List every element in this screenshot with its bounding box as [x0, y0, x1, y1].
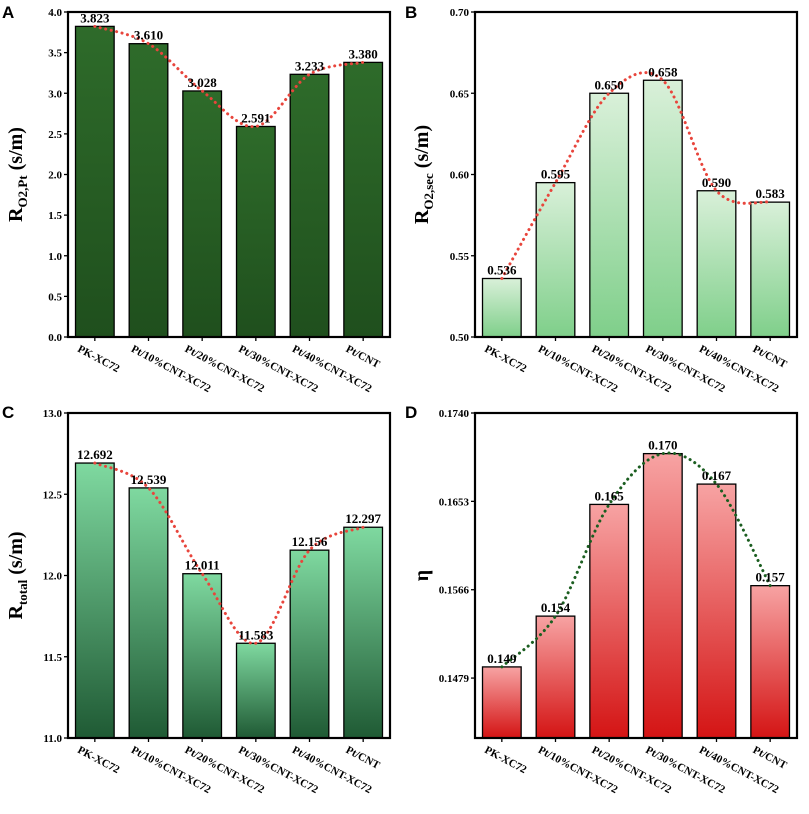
- bar: [182, 573, 223, 739]
- y-tick-label: 12.5: [43, 489, 63, 501]
- panel-letter: B: [405, 3, 417, 22]
- y-tick-label: 11.0: [43, 733, 62, 745]
- data-label: 0.170: [648, 438, 677, 453]
- y-axis-label: RO2,Pt (s/m): [5, 127, 30, 222]
- y-tick-label: 4.0: [48, 7, 62, 19]
- data-label: 0.154: [541, 600, 571, 615]
- data-label: 0.165: [595, 488, 625, 503]
- y-axis-label: RO2,sec (s/m): [411, 125, 436, 224]
- data-label: 12.297: [345, 511, 381, 526]
- data-label: 11.583: [238, 627, 274, 642]
- panel-letter: C: [2, 403, 14, 422]
- y-tick-label: 0.5: [48, 291, 62, 303]
- data-label: 0.536: [487, 263, 517, 278]
- y-tick-label: 3.5: [48, 48, 62, 60]
- bar: [74, 25, 115, 338]
- panel-a: A 3.823 3.610 3.028 2.591 3.233 3.380 0.0 0.5 1.0…: [2, 3, 392, 395]
- x-tick-label: PK-XC72: [75, 744, 122, 776]
- data-label: 12.539: [131, 472, 167, 487]
- y-tick-label: 0.55: [450, 251, 470, 263]
- y-axis-label: Rtotal (s/m): [5, 531, 30, 619]
- plot-frame: [66, 411, 392, 740]
- bar: [642, 452, 683, 739]
- data-label: 3.823: [80, 10, 110, 25]
- y-tick-label: 1.5: [48, 210, 62, 222]
- bar: [128, 43, 169, 338]
- y-tick-label: 2.0: [48, 170, 62, 182]
- bar: [535, 181, 576, 338]
- y-tick-label: 3.0: [48, 88, 62, 100]
- y-tick-label: 0.70: [450, 7, 470, 19]
- y-tick-label: 0.50: [450, 332, 470, 344]
- x-tick-label: Pt/CNT: [344, 744, 383, 772]
- bar: [128, 487, 169, 739]
- x-tick-label: PK-XC72: [482, 744, 529, 776]
- plot-frame: [66, 10, 392, 339]
- y-tick-label: 0.65: [450, 88, 470, 100]
- panel-c: C 12.692 12.539 12.011 11.583 12.156 12.297 11.…: [2, 403, 392, 796]
- y-axis-label: η: [411, 570, 433, 581]
- y-tick-label: 0.60: [450, 170, 470, 182]
- plot-frame: [473, 10, 799, 339]
- data-label: 0.590: [702, 175, 731, 190]
- trend-line: [93, 24, 365, 128]
- panel-b: B 0.536 0.595 0.650 0.658 0.590 0.583 0.50 0.55 0…: [405, 3, 799, 395]
- x-tick-label: Pt/CNT: [344, 343, 383, 371]
- data-label: 0.157: [756, 570, 786, 585]
- data-label: 12.011: [185, 558, 220, 573]
- data-label: 0.583: [756, 186, 786, 201]
- bar: [343, 61, 384, 338]
- y-tick-label: 0.1653: [439, 496, 470, 508]
- x-tick-label: PK-XC72: [482, 343, 529, 375]
- y-tick-label: 11.5: [43, 652, 62, 664]
- bar: [589, 503, 630, 739]
- bar: [642, 79, 683, 338]
- trend-line: [93, 461, 365, 645]
- y-tick-label: 0.0: [48, 332, 62, 344]
- data-label: 0.650: [595, 77, 624, 92]
- data-label: 0.149: [487, 651, 517, 666]
- y-tick-label: 0.1740: [439, 408, 470, 420]
- bar: [589, 92, 630, 338]
- data-label: 3.380: [349, 46, 378, 61]
- bar: [289, 73, 330, 338]
- bar: [696, 190, 737, 338]
- y-tick-label: 12.0: [43, 571, 63, 583]
- bar: [696, 483, 737, 739]
- bar: [750, 201, 791, 338]
- y-tick-label: 13.0: [43, 408, 63, 420]
- trend-line: [500, 451, 772, 669]
- x-tick-label: PK-XC72: [75, 343, 122, 375]
- data-label: 12.692: [77, 447, 113, 462]
- plot-frame: [473, 411, 799, 740]
- bar: [235, 125, 276, 338]
- bar: [235, 642, 276, 739]
- y-tick-label: 0.1566: [439, 585, 470, 597]
- data-label: 0.167: [702, 468, 732, 483]
- bar: [182, 90, 223, 338]
- panel-letter: A: [2, 3, 14, 22]
- panel-letter: D: [405, 403, 417, 422]
- data-label: 3.610: [134, 28, 163, 43]
- x-tick-label: Pt/CNT: [751, 744, 790, 772]
- data-label: 0.658: [648, 64, 678, 79]
- bar: [343, 526, 384, 739]
- panel-d: D 0.149 0.154 0.165 0.170 0.167 0.157 0.1479 0.1…: [405, 403, 799, 796]
- bar: [74, 462, 115, 739]
- bar: [289, 549, 330, 739]
- data-label: 2.591: [241, 110, 270, 125]
- bar: [481, 277, 522, 338]
- y-tick-label: 1.0: [48, 251, 62, 263]
- data-label: 0.595: [541, 167, 571, 182]
- bar: [750, 585, 791, 739]
- bar: [481, 666, 522, 739]
- data-label: 12.156: [292, 534, 328, 549]
- x-tick-label: Pt/CNT: [751, 343, 790, 371]
- y-tick-label: 0.1479: [439, 673, 470, 685]
- data-label: 3.233: [295, 58, 325, 73]
- data-label: 3.028: [188, 75, 218, 90]
- y-tick-label: 2.5: [48, 129, 62, 141]
